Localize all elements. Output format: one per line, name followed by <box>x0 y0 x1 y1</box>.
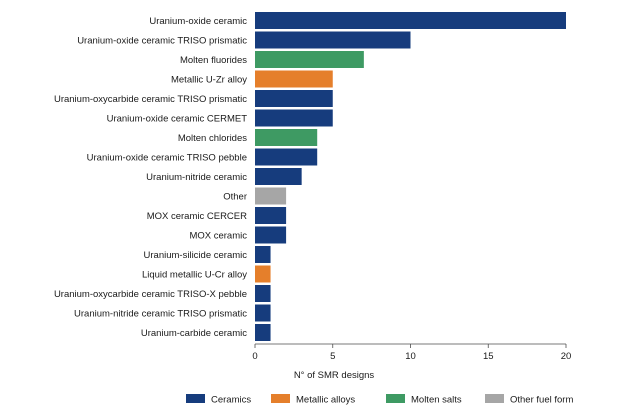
x-tick-label: 15 <box>483 351 494 362</box>
category-label: Uranium-oxide ceramic <box>149 16 247 27</box>
bar <box>255 70 333 88</box>
category-label: Uranium-nitride ceramic TRISO prismatic <box>74 309 247 320</box>
category-label: Uranium-oxide ceramic TRISO pebble <box>87 153 247 164</box>
x-tick-label: 5 <box>330 351 335 362</box>
bar <box>255 226 287 244</box>
legend-swatch <box>186 394 205 403</box>
legend: Ceramics Metallic alloys Molten salts Other… <box>186 394 573 406</box>
category-label: Uranium-carbide ceramic <box>141 328 247 339</box>
bar <box>255 246 271 263</box>
bar <box>255 207 287 224</box>
bar <box>255 168 302 185</box>
x-tick-label: 10 <box>405 351 416 362</box>
legend-label: Metallic alloys <box>296 395 355 406</box>
bar <box>255 187 287 205</box>
legend-swatch <box>271 394 290 403</box>
bar <box>255 109 333 127</box>
legend-swatch <box>386 394 405 403</box>
bar <box>255 12 566 29</box>
category-label: MOX ceramic <box>189 231 247 242</box>
category-label: Uranium-oxide ceramic TRISO prismatic <box>77 36 247 47</box>
bar <box>255 129 318 146</box>
bars-layer <box>255 12 566 341</box>
category-label: Metallic U-Zr alloy <box>171 75 247 86</box>
x-tick-label: 0 <box>252 351 257 362</box>
bar <box>255 285 271 302</box>
bar <box>255 31 411 49</box>
bar <box>255 265 271 283</box>
bar <box>255 51 364 68</box>
x-tick-label: 20 <box>561 351 572 362</box>
bar <box>255 304 271 322</box>
category-labels: Uranium-oxide ceramic Uranium-oxide ceram… <box>54 16 247 339</box>
category-label: Molten fluorides <box>180 55 247 66</box>
category-label: Uranium-oxide ceramic CERMET <box>107 114 248 125</box>
category-label: Liquid metallic U-Cr alloy <box>142 270 247 281</box>
legend-label: Other fuel form <box>510 395 573 406</box>
x-axis-title: N° of SMR designs <box>294 370 375 381</box>
category-label: Molten chlorides <box>178 133 247 144</box>
category-label: Uranium-oxycarbide ceramic TRISO-X pebbl… <box>54 289 247 300</box>
x-axis: 0 5 10 15 20 <box>252 343 572 362</box>
category-label: Uranium-nitride ceramic <box>146 172 247 183</box>
category-label: MOX ceramic CERCER <box>147 211 247 222</box>
legend-swatch <box>485 394 504 403</box>
bar <box>255 324 271 341</box>
bar <box>255 90 333 107</box>
bar <box>255 148 318 166</box>
legend-label: Molten salts <box>411 395 462 406</box>
category-label: Uranium-oxycarbide ceramic TRISO prismat… <box>54 94 247 105</box>
category-label: Uranium-silicide ceramic <box>144 250 248 261</box>
legend-label: Ceramics <box>211 395 251 406</box>
category-label: Other <box>223 192 247 203</box>
